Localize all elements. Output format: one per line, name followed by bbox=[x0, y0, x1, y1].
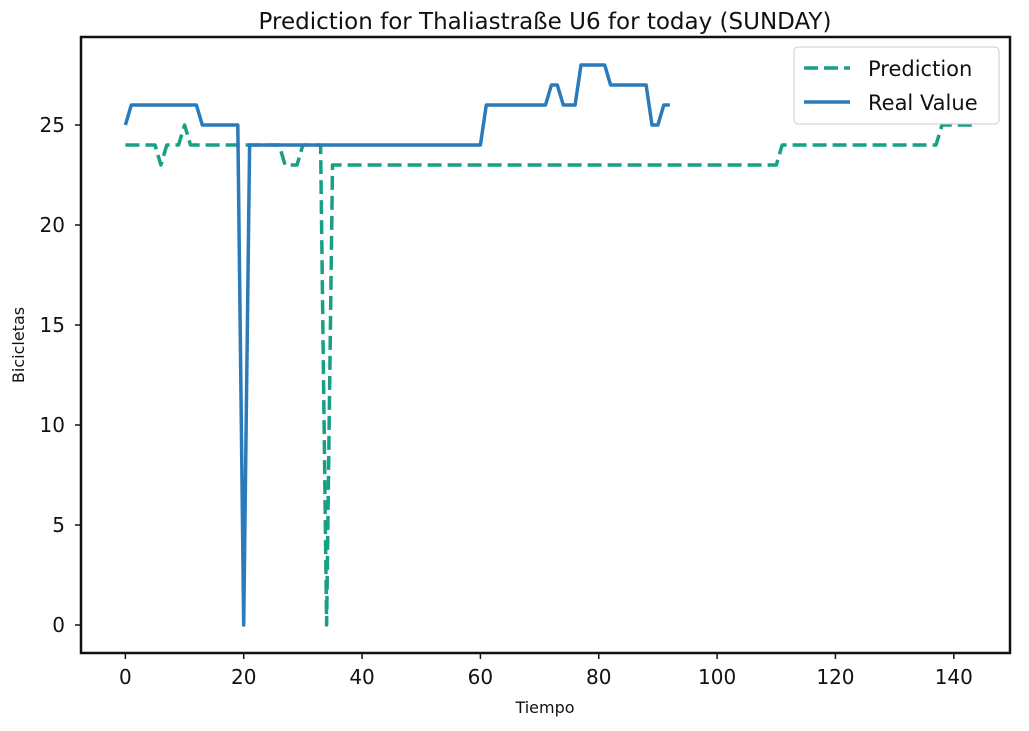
chart-title: Prediction for Thaliastraße U6 for today… bbox=[259, 9, 832, 35]
y-tick-label: 5 bbox=[52, 513, 65, 537]
y-tick-label: 15 bbox=[40, 313, 65, 337]
x-tick-label: 20 bbox=[231, 665, 256, 689]
series-layer bbox=[123, 63, 978, 627]
y-axis-ticks: 0 5 10 15 20 25 bbox=[40, 113, 81, 637]
x-tick-label: 80 bbox=[586, 665, 611, 689]
x-axis-label: Tiempo bbox=[514, 698, 574, 717]
x-axis-ticks: 0 20 40 60 80 100 120 140 bbox=[119, 653, 973, 689]
y-tick-label: 0 bbox=[52, 613, 65, 637]
x-tick-label: 40 bbox=[349, 665, 374, 689]
legend-prediction-label: Prediction bbox=[868, 57, 972, 81]
legend: Prediction Real Value bbox=[793, 46, 1000, 125]
y-tick-label: 10 bbox=[40, 413, 65, 437]
y-tick-label: 20 bbox=[40, 213, 65, 237]
legend-real-value-label: Real Value bbox=[868, 91, 978, 115]
y-axis-label: Bicicletas bbox=[9, 307, 28, 383]
x-tick-label: 100 bbox=[698, 665, 736, 689]
y-tick-label: 25 bbox=[40, 113, 65, 137]
x-tick-label: 120 bbox=[816, 665, 854, 689]
plot-frame bbox=[79, 35, 1012, 655]
series-line-real-value bbox=[123, 63, 670, 627]
x-tick-label: 0 bbox=[119, 665, 132, 689]
x-tick-label: 60 bbox=[468, 665, 493, 689]
x-tick-label: 140 bbox=[935, 665, 973, 689]
